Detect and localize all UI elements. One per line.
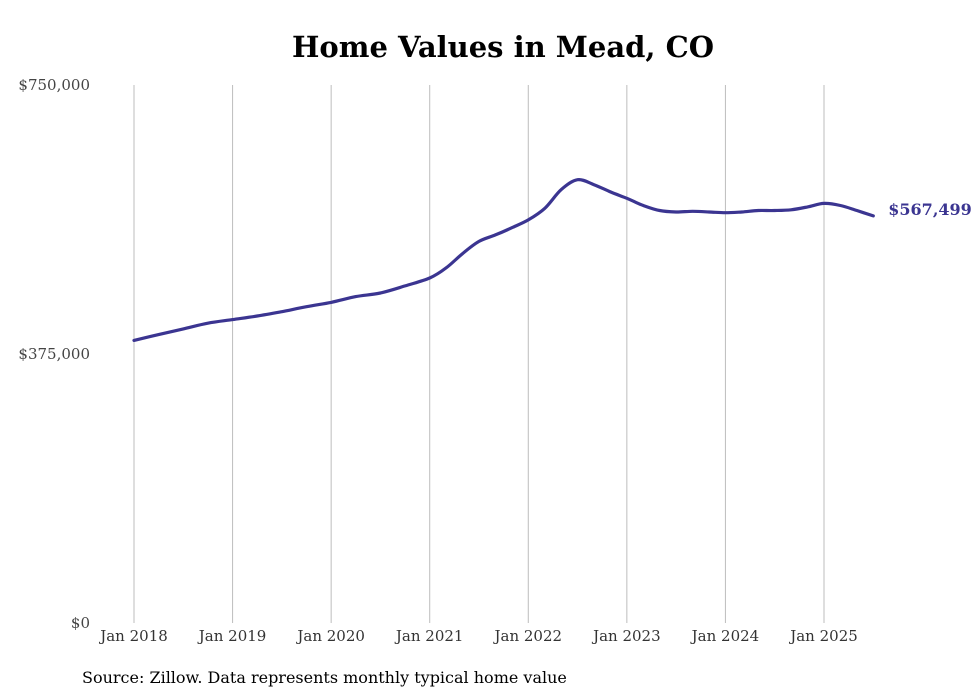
y-tick-label: $0 (71, 614, 90, 632)
source-note: Source: Zillow. Data represents monthly … (82, 668, 567, 687)
series-line (132, 178, 875, 342)
x-tick-label: Jan 2019 (197, 627, 267, 645)
x-tick-label: Jan 2025 (788, 627, 858, 645)
gridlines (133, 85, 825, 623)
y-axis: $0 $375,000 $750,000 (18, 76, 90, 632)
y-tick-label: $750,000 (18, 76, 90, 94)
chart-title: Home Values in Mead, CO (292, 30, 714, 64)
x-tick-label: Jan 2018 (98, 627, 168, 645)
x-tick-label: Jan 2023 (591, 627, 661, 645)
x-axis: Jan 2018 Jan 2019 Jan 2020 Jan 2021 Jan 2022… (98, 627, 858, 645)
x-tick-label: Jan 2024 (690, 627, 760, 645)
y-tick-label: $375,000 (18, 345, 90, 363)
x-tick-label: Jan 2021 (394, 627, 464, 645)
end-value-label: $567,499 (888, 200, 972, 219)
x-tick-label: Jan 2020 (295, 627, 365, 645)
x-tick-label: Jan 2022 (493, 627, 563, 645)
